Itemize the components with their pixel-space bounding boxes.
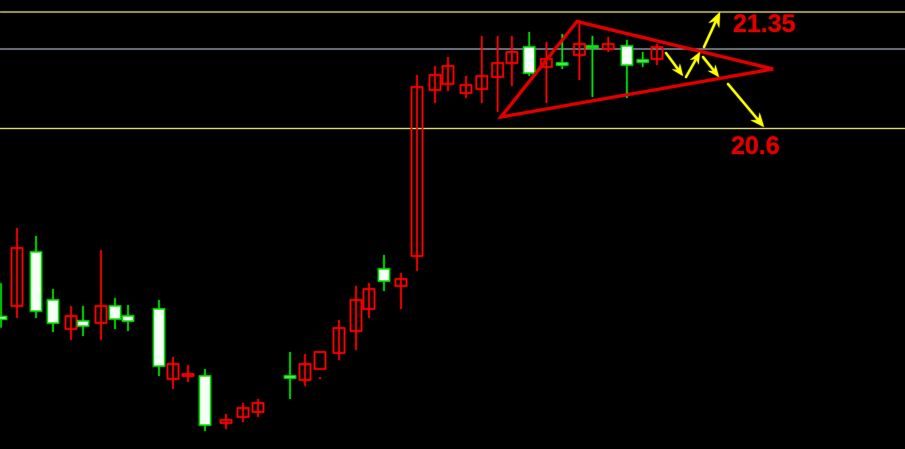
svg-text:20.6: 20.6: [731, 132, 780, 160]
svg-text:21.35: 21.35: [733, 10, 796, 38]
